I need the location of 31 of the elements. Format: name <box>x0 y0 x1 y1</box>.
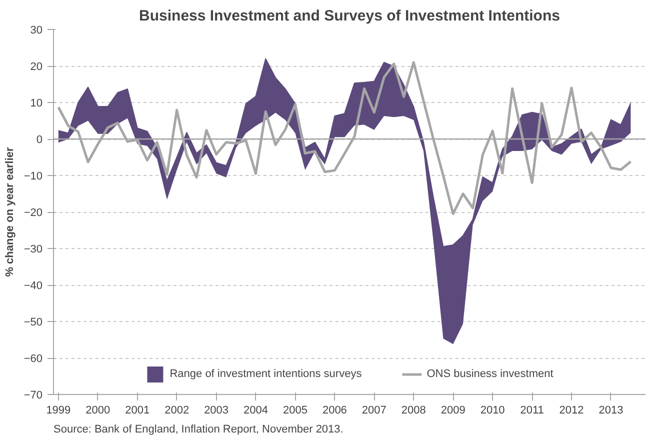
y-tick-label: 0 <box>36 134 43 146</box>
y-tick-label: 30 <box>30 24 43 36</box>
y-tick-label: −20 <box>24 207 43 219</box>
x-tick-label: 2010 <box>480 404 505 416</box>
y-tick-label: −50 <box>24 316 43 328</box>
y-tick-label: −70 <box>24 390 43 402</box>
x-tick-label: 2006 <box>322 404 347 416</box>
legend-label: Range of investment intentions surveys <box>170 368 362 380</box>
legend-label: ONS business investment <box>426 368 554 380</box>
chart-title: Business Investment and Surveys of Investment Intentions <box>139 8 560 24</box>
y-tick-label: −40 <box>24 280 43 292</box>
source-note: Source: Bank of England, Inflation Report, November 2013. <box>54 424 344 436</box>
x-tick-label: 2007 <box>362 404 386 416</box>
y-tick-label: 20 <box>30 61 43 73</box>
x-tick-label: 2013 <box>598 404 624 416</box>
x-tick-label: 2004 <box>244 404 268 416</box>
y-tick-label: −10 <box>24 170 43 182</box>
x-tick-label: 2000 <box>86 404 110 416</box>
y-tick-label: 10 <box>30 98 43 110</box>
x-tick-label: 2005 <box>283 404 308 416</box>
x-tick-label: 2011 <box>520 404 544 416</box>
x-tick-label: 2008 <box>401 404 426 416</box>
y-axis-title: % change on year earlier <box>4 146 16 277</box>
x-tick-label: 2002 <box>164 404 190 416</box>
x-tick-label: 2001 <box>125 404 150 416</box>
x-tick-label: 2009 <box>440 404 466 416</box>
x-tick-label: 1999 <box>46 404 71 416</box>
y-tick-label: −30 <box>24 244 43 256</box>
x-tick-label: 2012 <box>559 404 584 416</box>
x-tick-label: 2003 <box>204 404 229 416</box>
y-tick-label: −60 <box>24 353 43 365</box>
